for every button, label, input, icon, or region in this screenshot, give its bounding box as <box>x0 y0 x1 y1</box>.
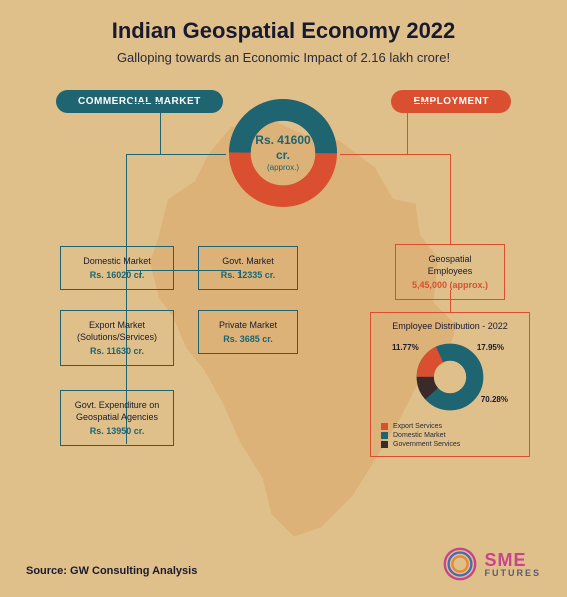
pct-export: 17.95% <box>477 343 504 352</box>
legend-row: Export Services <box>381 423 519 430</box>
source-attribution: Source: GW Consulting Analysis <box>26 565 197 577</box>
box-private-market: Private Market Rs. 3685 cr. <box>198 310 298 354</box>
box-value: Rs. 3685 cr. <box>205 333 291 345</box>
box-label: Export Market (Solutions/Services) <box>67 319 167 343</box>
box-label: Govt. Expenditure on Geospatial Agencies <box>67 399 167 423</box>
logo-text-futures: FUTURES <box>485 569 542 578</box>
box-value: Rs. 16020 cr. <box>67 269 167 281</box>
emp-dist-legend: Export Services Domestic Market Governme… <box>381 423 519 448</box>
box-label: Geospatial Employees <box>402 253 498 277</box>
legend-swatch <box>381 441 388 448</box>
emp-dist-donut: 70.28% 17.95% 11.77% <box>410 337 490 417</box>
employee-distribution-panel: Employee Distribution - 2022 70.28% 17.9… <box>370 312 530 457</box>
box-label: Domestic Market <box>67 255 167 267</box>
box-label: Private Market <box>205 319 291 331</box>
box-value: Rs. 13950 cr. <box>67 425 167 437</box>
main-donut-value: Rs. 41600 cr. <box>255 133 312 163</box>
page-subtitle: Galloping towards an Economic Impact of … <box>0 50 567 65</box>
logo-text-sme: SME <box>485 551 542 569</box>
legend-label: Export Services <box>393 423 442 430</box>
page-title: Indian Geospatial Economy 2022 <box>0 0 567 44</box>
box-govt-expenditure: Govt. Expenditure on Geospatial Agencies… <box>60 390 174 446</box>
pct-domestic: 70.28% <box>481 395 508 404</box>
box-value: Rs. 12335 cr. <box>205 269 291 281</box>
main-donut-chart: Rs. 41600 cr. (approx.) <box>226 96 340 210</box>
legend-swatch <box>381 432 388 439</box>
box-export-market: Export Market (Solutions/Services) Rs. 1… <box>60 310 174 366</box>
pct-govt: 11.77% <box>392 343 419 352</box>
box-value: Rs. 11630 cr. <box>67 345 167 357</box>
legend-label: Government Services <box>393 441 460 448</box>
logo-ring-icon <box>441 545 479 583</box>
legend-row: Domestic Market <box>381 432 519 439</box>
legend-swatch <box>381 423 388 430</box>
sme-futures-logo: SME FUTURES <box>441 545 542 583</box>
main-donut-approx: (approx.) <box>255 163 312 173</box>
box-label: Govt. Market <box>205 255 291 267</box>
emp-dist-title: Employee Distribution - 2022 <box>381 321 519 331</box>
legend-row: Government Services <box>381 441 519 448</box>
box-govt-market: Govt. Market Rs. 12335 cr. <box>198 246 298 290</box>
legend-label: Domestic Market <box>393 432 446 439</box>
box-domestic-market: Domestic Market Rs. 16020 cr. <box>60 246 174 290</box>
